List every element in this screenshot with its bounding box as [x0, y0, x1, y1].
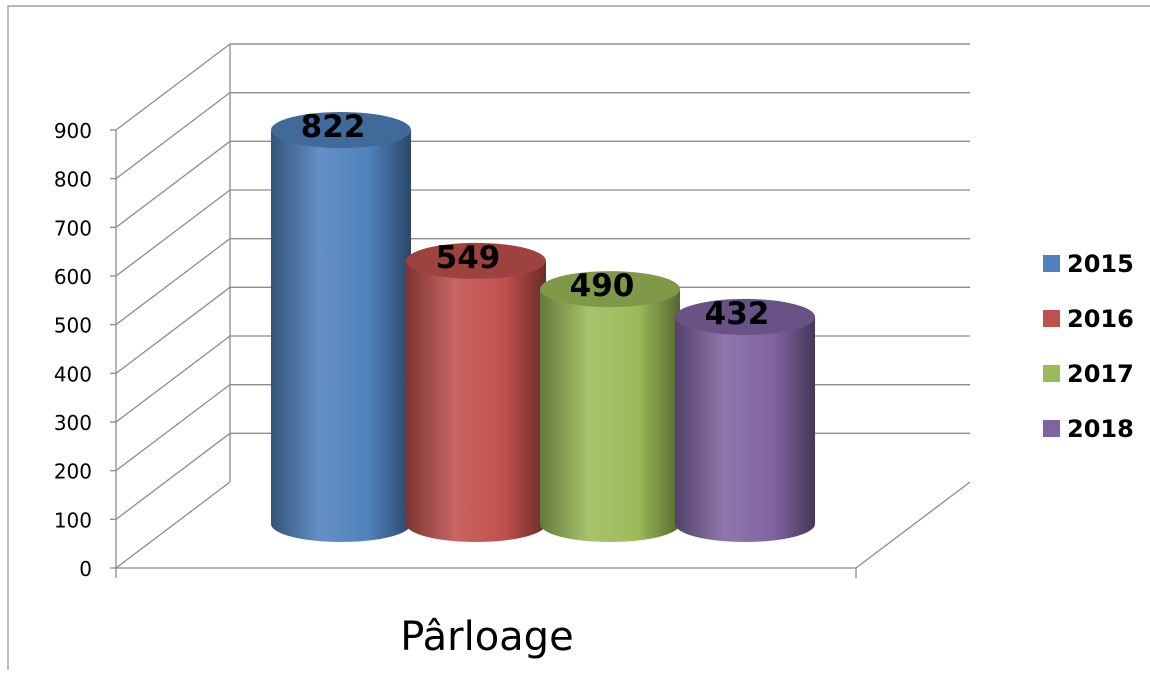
legend-item-2016: 2016	[1043, 305, 1134, 333]
data-label-2017: 490	[570, 268, 635, 304]
legend-swatch	[1043, 365, 1060, 382]
legend-item-2018: 2018	[1043, 415, 1134, 443]
y-tick-label: 100	[54, 508, 92, 532]
bar-2015	[271, 112, 411, 542]
gridline-0	[115, 481, 231, 569]
gridline-600	[115, 189, 970, 277]
gridline-700	[115, 140, 970, 228]
legend-item-2017: 2017	[1043, 360, 1134, 388]
y-tick-label: 900	[54, 119, 92, 143]
gridline-500	[115, 238, 970, 326]
bar-top	[675, 298, 815, 335]
bar-body	[540, 289, 680, 542]
y-axis: 0 100 200 300 400 500 600 700 800 900	[54, 119, 116, 581]
gridline-400	[115, 286, 970, 374]
gridline-900	[115, 43, 970, 131]
data-labels: 822 549 490 432	[301, 109, 770, 332]
legend-swatch	[1043, 255, 1060, 272]
bars	[271, 112, 815, 542]
legend-label: 2015	[1067, 250, 1134, 278]
chart-walls	[115, 43, 971, 578]
legend-label: 2016	[1067, 305, 1134, 333]
y-tick-label: 400	[54, 362, 92, 386]
y-tick-label: 300	[54, 411, 92, 435]
bar-2017	[540, 271, 680, 542]
y-tick-label: 700	[54, 216, 92, 240]
bar-top	[271, 112, 411, 148]
bar-top	[540, 271, 680, 308]
gridline-800	[115, 92, 970, 180]
y-tick-label: 0	[79, 557, 92, 581]
legend-item-2015: 2015	[1043, 250, 1134, 278]
bar-2016	[406, 242, 546, 542]
legend: 2015 2016 2017 2018	[1043, 250, 1134, 443]
bar-top	[406, 242, 546, 279]
legend-label: 2018	[1067, 415, 1134, 443]
legend-label: 2017	[1067, 360, 1134, 388]
data-label-2018: 432	[705, 296, 770, 332]
y-tick-label: 200	[54, 460, 92, 484]
data-label-2016: 549	[436, 240, 501, 276]
legend-swatch	[1043, 420, 1060, 437]
y-tick-label: 600	[54, 265, 92, 289]
bar-2018	[675, 298, 815, 542]
bar-body	[675, 316, 815, 542]
legend-swatch	[1043, 310, 1060, 327]
y-tick-label: 800	[54, 168, 92, 192]
data-label-2015: 822	[301, 109, 366, 145]
x-category-label: Pârloage	[400, 614, 573, 660]
bar-body	[271, 130, 411, 542]
chart-border	[7, 5, 1150, 670]
bar-body	[406, 260, 546, 542]
y-tick-label: 500	[54, 314, 92, 338]
